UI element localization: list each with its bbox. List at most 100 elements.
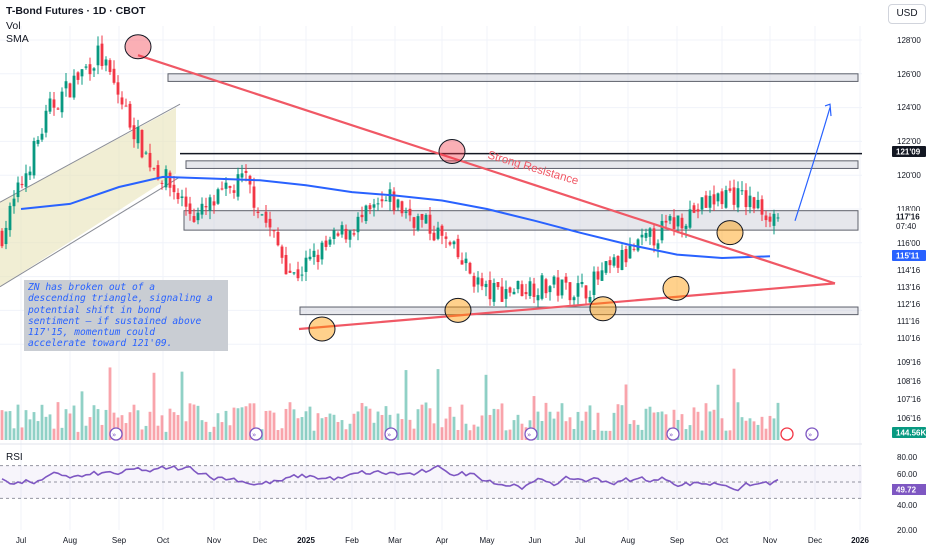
volume-bar (556, 411, 560, 440)
event-icon[interactable] (109, 427, 123, 441)
volume-bar (56, 402, 60, 440)
event-icon-glyph: » (252, 431, 256, 439)
rsi-tick: 20.00 (897, 526, 918, 535)
time-tick: May (479, 536, 494, 545)
candle (176, 192, 180, 200)
volume-bar (380, 414, 384, 440)
candle (84, 66, 88, 68)
volume-bar (152, 372, 156, 440)
volume-bar (732, 368, 736, 440)
badge-volume: 144.56K (896, 429, 926, 438)
arrow-path (794, 107, 831, 222)
candle (672, 217, 676, 230)
time-tick: 2026 (851, 536, 869, 545)
volume-bar (588, 405, 592, 440)
volume-bar (268, 410, 272, 440)
badge-countdown: 07:40 (896, 222, 917, 231)
volume-bar (72, 405, 76, 440)
rsi-tick: 80.00 (897, 453, 918, 462)
volume-bar (764, 428, 768, 440)
indicator-vol[interactable]: Vol (6, 20, 21, 32)
volume-bar (348, 423, 352, 440)
candle (432, 232, 436, 241)
candle (108, 60, 112, 72)
volume-bar (188, 403, 192, 440)
rsi-path (1, 464, 779, 492)
candle (616, 255, 620, 268)
candle (328, 239, 332, 245)
price-tick: 108'16 (897, 377, 921, 386)
volume-bar (168, 408, 172, 440)
volume-bar (44, 416, 48, 440)
event-icon[interactable] (666, 427, 680, 441)
candle (372, 204, 376, 208)
volume-bar (308, 406, 312, 440)
candle (464, 258, 468, 264)
triangle-lower (298, 282, 836, 331)
candle (296, 269, 300, 279)
candle (312, 250, 316, 258)
candle (700, 197, 704, 210)
candle (640, 234, 644, 238)
volume-bar (704, 403, 708, 440)
candle (440, 225, 444, 236)
candle (456, 238, 460, 258)
candle (744, 190, 748, 208)
volume-bar (636, 424, 640, 440)
event-markers[interactable]: » » » » » » (109, 427, 819, 441)
event-icon[interactable] (249, 427, 263, 441)
indicator-sma[interactable]: SMA (6, 33, 29, 45)
volume-bar (512, 420, 516, 440)
volume-bar (572, 428, 576, 440)
volume-bar (532, 396, 536, 440)
candle (264, 211, 268, 223)
event-icon[interactable] (524, 427, 538, 441)
event-icon[interactable] (805, 427, 819, 441)
volume-bar (456, 429, 460, 440)
badge-volume-bg (892, 427, 926, 438)
volume-bar (596, 412, 600, 440)
volume-bar (612, 412, 616, 440)
pivot-low (444, 297, 472, 323)
volume-bar (412, 428, 416, 440)
price-tick: 113'16 (897, 283, 921, 292)
candle (24, 173, 28, 187)
event-icon-glyph: » (527, 431, 531, 439)
candle (448, 242, 452, 245)
candle (760, 199, 764, 215)
volume-bar (88, 417, 92, 440)
time-tick: Jul (575, 536, 585, 545)
volume-bar (164, 431, 168, 440)
candle (516, 280, 520, 290)
candle (592, 271, 596, 295)
price-tick: 110'16 (897, 334, 921, 343)
volume-bar (24, 410, 28, 440)
candle (620, 249, 624, 270)
price-tick: 106'16 (897, 414, 921, 423)
candle (220, 188, 224, 190)
candle (4, 227, 8, 245)
candle (204, 206, 208, 208)
candle (548, 286, 552, 293)
candle (140, 129, 144, 158)
volume-bar (628, 423, 632, 440)
channel-upper (0, 103, 181, 203)
volume-bar (752, 421, 756, 440)
candle (420, 213, 424, 220)
lightning-icon[interactable] (780, 427, 794, 441)
candle (736, 188, 740, 208)
candle (628, 245, 632, 259)
event-icon[interactable] (384, 427, 398, 441)
volume-bar (408, 419, 412, 440)
candle (88, 64, 92, 75)
volume-bar (424, 402, 428, 440)
volume-bar (120, 415, 124, 440)
volume-bar (240, 407, 244, 440)
candle (488, 280, 492, 300)
time-tick: Aug (621, 536, 635, 545)
currency-button[interactable]: USD (888, 4, 926, 24)
candle (12, 198, 16, 207)
candle (632, 248, 636, 250)
volume-bar (740, 417, 744, 440)
